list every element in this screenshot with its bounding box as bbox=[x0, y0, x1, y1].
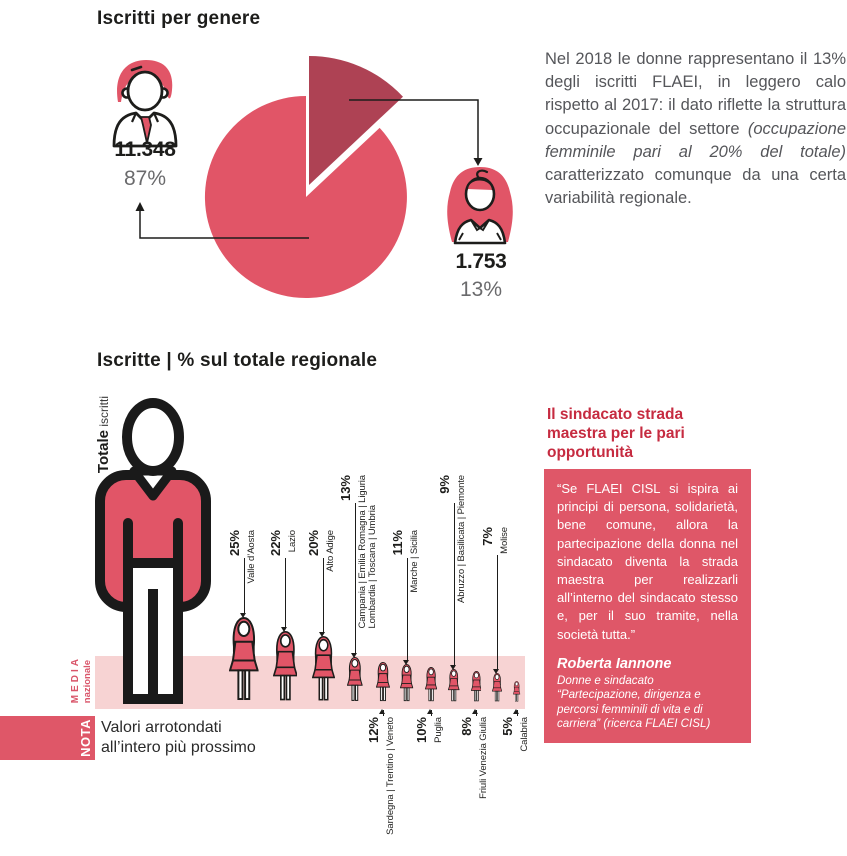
region-label-name: Friuli Venezia Giulia bbox=[478, 717, 489, 799]
leader-line-female bbox=[349, 99, 479, 158]
leader-line bbox=[354, 503, 356, 654]
region-label-pct: 9% bbox=[437, 475, 452, 494]
leader-line bbox=[382, 710, 384, 716]
arrow-down-icon bbox=[240, 613, 246, 618]
male-count: 11.348 bbox=[114, 138, 176, 161]
pie-slice-female bbox=[309, 56, 403, 185]
leader-line-male bbox=[139, 210, 309, 239]
region-label-pct: 13% bbox=[338, 475, 353, 502]
gender-pie-chart bbox=[112, 56, 513, 298]
region-label-pct: 5% bbox=[500, 717, 515, 736]
male-icon bbox=[112, 60, 178, 148]
region-label-pct: 12% bbox=[366, 717, 381, 744]
leader-line bbox=[243, 558, 245, 614]
intro-text-pre: Nel 2018 le donne rappresentano il 13% d… bbox=[545, 50, 846, 138]
quote-text: “Se FLAEI CISL si ispira ai principi di … bbox=[557, 481, 738, 642]
leader-line bbox=[284, 558, 286, 628]
region-label-name: Alto Adige bbox=[325, 530, 336, 572]
arrow-up-icon bbox=[513, 709, 519, 714]
leader-line bbox=[322, 558, 324, 633]
region-label-name: Molise bbox=[499, 527, 510, 554]
sidebar-heading: Il sindacato strada maestra per le pari … bbox=[547, 406, 685, 461]
media-label-line1: MEDIA bbox=[70, 656, 81, 704]
arrow-down-icon bbox=[473, 158, 483, 166]
male-percent: 87% bbox=[123, 167, 167, 190]
intro-text-post: caratterizzato comunque da una certa var… bbox=[545, 166, 846, 208]
region-label-name: Calabria bbox=[519, 717, 530, 752]
nota-text: Valori arrotondati all’intero più prossi… bbox=[101, 718, 256, 758]
region-label-pct: 25% bbox=[227, 530, 242, 557]
section-title-gender: Iscritti per genere bbox=[97, 8, 261, 29]
region-label-pct: 8% bbox=[459, 717, 474, 736]
region-label-name: Valle d’Aosta bbox=[246, 530, 257, 584]
leader-line bbox=[496, 555, 498, 670]
arrow-up-icon bbox=[379, 709, 385, 714]
region-label-pct: 20% bbox=[306, 530, 321, 557]
region-label-name: Lazio bbox=[287, 530, 298, 553]
section-title-regional: Iscritte | % sul totale regionale bbox=[97, 350, 378, 371]
region-label-pct: 11% bbox=[390, 530, 405, 556]
female-count: 1.753 bbox=[455, 250, 507, 273]
region-label-pct: 10% bbox=[414, 717, 429, 744]
region-label-name: Abruzzo | Basilicata | Piemonte bbox=[456, 475, 467, 604]
region-label-name: Puglia bbox=[433, 717, 444, 743]
region-label-pct: 7% bbox=[480, 527, 495, 546]
arrow-up-icon bbox=[472, 709, 478, 714]
intro-text-italic: (occupazione femminile pari al 20% del t… bbox=[545, 119, 846, 161]
arrow-up-icon bbox=[135, 202, 145, 211]
region-label-name: Marche | Sicilia bbox=[409, 530, 420, 593]
female-icon bbox=[447, 167, 513, 245]
nota-text-line1: Valori arrotondati bbox=[101, 719, 222, 736]
quote-box: “Se FLAEI CISL si ispira ai principi di … bbox=[544, 469, 751, 744]
region-label-pct: 22% bbox=[268, 530, 283, 557]
pie-slice-male bbox=[204, 95, 407, 298]
female-percent: 13% bbox=[459, 278, 503, 301]
leader-line bbox=[406, 558, 408, 661]
nota-block: NOTA bbox=[0, 716, 95, 760]
region-label-name: Campania | Emilia Romagna | Liguria Lomba… bbox=[357, 475, 378, 629]
total-members-figure bbox=[95, 398, 211, 704]
leader-line bbox=[475, 710, 477, 716]
arrow-down-icon bbox=[319, 632, 325, 637]
arrow-down-icon bbox=[281, 627, 287, 632]
nota-tag: NOTA bbox=[78, 719, 93, 757]
intro-paragraph: Nel 2018 le donne rappresentano il 13% d… bbox=[545, 48, 846, 210]
nota-text-line2: all’intero più prossimo bbox=[101, 739, 256, 756]
arrow-up-icon bbox=[427, 709, 433, 714]
quote-author: Roberta Iannone bbox=[557, 655, 672, 672]
quote-source: Donne e sindacato “Partecipazione, dirig… bbox=[557, 673, 711, 731]
leader-line bbox=[453, 503, 455, 666]
leader-line bbox=[516, 710, 518, 716]
region-label-name: Sardegna | Trentino | Veneto bbox=[385, 717, 396, 835]
leader-line bbox=[430, 710, 432, 716]
